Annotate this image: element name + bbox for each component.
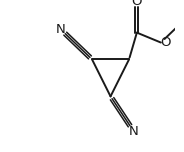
Text: N: N (129, 124, 138, 138)
Text: N: N (56, 23, 66, 36)
Text: O: O (160, 36, 170, 49)
Text: O: O (132, 0, 142, 8)
